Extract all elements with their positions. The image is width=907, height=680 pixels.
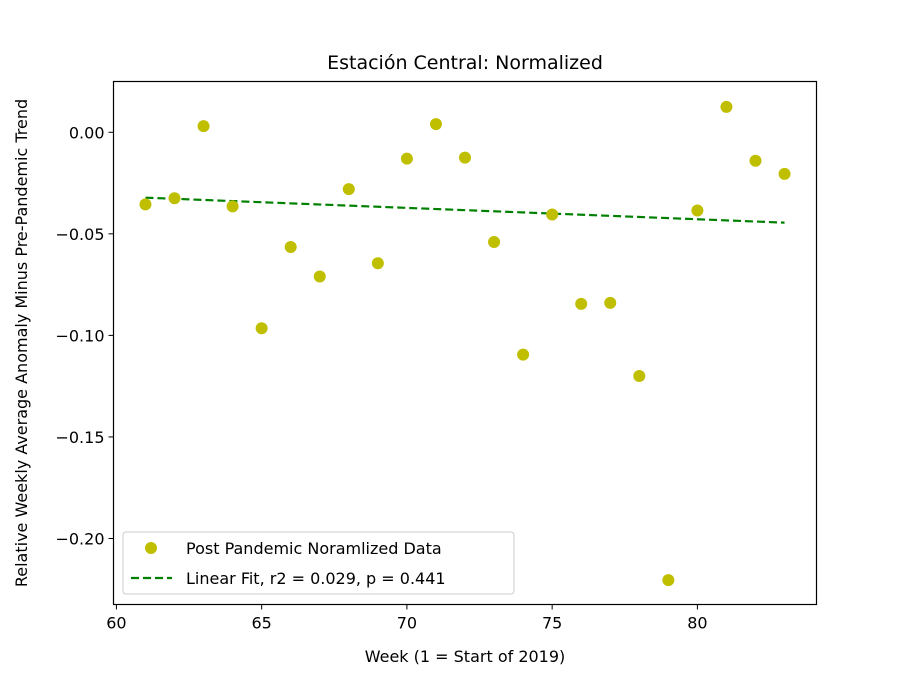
legend-label-scatter: Post Pandemic Noramlized Data [186,539,442,558]
data-point [575,297,588,310]
data-point [168,192,181,205]
x-tick-label: 75 [542,614,562,633]
y-axis-label: Relative Weekly Average Anomaly Minus Pr… [12,99,31,587]
y-tick-label: −0.15 [55,428,104,447]
x-axis: 60 65 70 75 80 [106,604,708,633]
y-tick-label: −0.20 [55,529,104,548]
data-point [371,257,384,270]
y-tick-label: 0.00 [69,123,105,142]
data-point [488,235,501,248]
y-tick-label: −0.10 [55,326,104,345]
data-point [604,296,617,309]
legend: Post Pandemic Noramlized Data Linear Fit… [122,531,515,595]
x-tick-label: 60 [106,614,126,633]
data-point [197,120,210,133]
y-tick-label: −0.05 [55,225,104,244]
x-axis-label: Week (1 = Start of 2019) [365,647,566,666]
data-point [255,322,268,335]
x-tick-label: 65 [251,614,271,633]
data-point [662,574,675,587]
data-point [459,151,471,164]
y-axis: 0.00 −0.05 −0.10 −0.15 −0.20 [55,123,114,548]
data-point [284,241,297,254]
chart-title: Estación Central: Normalized [327,52,603,74]
data-point [342,183,355,196]
data-point [749,154,762,167]
legend-box [122,531,515,595]
data-point [400,152,413,165]
data-point [139,198,152,211]
legend-marker-scatter [145,542,157,554]
data-point [517,348,530,361]
data-point [720,100,733,113]
data-point [691,204,704,217]
data-point [633,370,646,383]
data-point [313,270,326,283]
x-tick-label: 80 [687,614,707,633]
data-point [778,167,791,180]
data-point [429,118,442,131]
data-point [546,208,559,221]
linear-fit-line [145,196,785,224]
series-layer [139,100,791,587]
legend-label-line: Linear Fit, r2 = 0.029, p = 0.441 [186,569,446,588]
data-point [226,200,239,213]
x-tick-label: 70 [397,614,417,633]
plot-area [112,80,818,606]
